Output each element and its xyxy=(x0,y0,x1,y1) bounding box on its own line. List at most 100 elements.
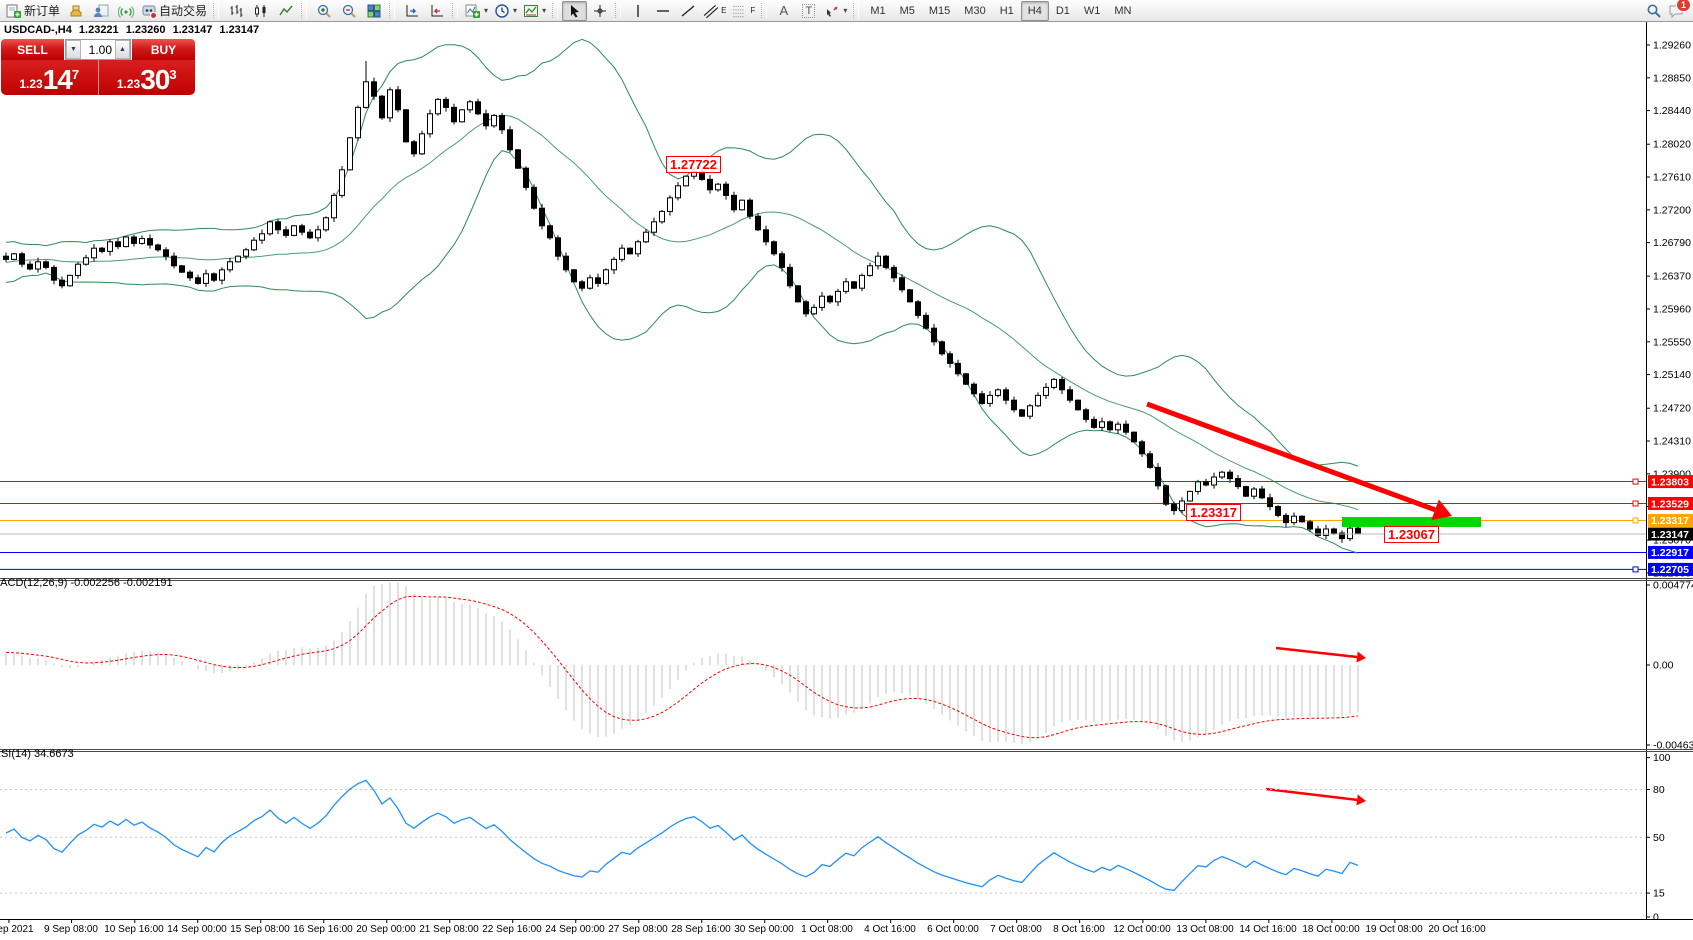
timeframe-button-h4[interactable]: H4 xyxy=(1020,0,1049,21)
autotrading-button[interactable]: 自动交易 xyxy=(138,1,210,21)
buy-price-base: 1.23 xyxy=(116,77,141,91)
timeframe-button-d1[interactable]: D1 xyxy=(1055,4,1070,17)
zoom-out-icon xyxy=(342,4,356,18)
periods-clock-icon xyxy=(495,3,509,18)
svg-text:1.24720: 1.24720 xyxy=(1653,403,1691,415)
timeframe-button-m1[interactable]: M1 xyxy=(870,4,886,17)
svg-text:1.24310: 1.24310 xyxy=(1653,436,1691,448)
price-annotation[interactable]: 1.23067 xyxy=(1384,526,1439,543)
bar-chart-button[interactable] xyxy=(223,1,248,21)
pane-separators[interactable] xyxy=(0,578,1693,920)
toolbar-separator xyxy=(853,3,860,18)
templates-button[interactable]: ▾ xyxy=(520,1,549,21)
time-label: 18 Oct 00:00 xyxy=(1302,920,1360,935)
time-label: 24 Sep 00:00 xyxy=(545,920,605,935)
time-label: 1 Oct 08:00 xyxy=(801,920,853,935)
text-label-tool-button[interactable]: T xyxy=(796,1,821,21)
vertical-line-icon xyxy=(636,4,639,17)
time-label: 9 Sep 08:00 xyxy=(44,920,98,935)
svg-text:0.004774: 0.004774 xyxy=(1653,580,1693,592)
svg-text:1.22705: 1.22705 xyxy=(1651,564,1689,576)
time-label: 20 Oct 16:00 xyxy=(1428,920,1486,935)
auto-scroll-icon xyxy=(406,4,418,16)
vertical-line-tool-button[interactable] xyxy=(625,1,650,21)
volume-control: ▼ 1.00 ▲ xyxy=(65,39,131,60)
macd-trend-arrow[interactable] xyxy=(1275,646,1366,663)
ohlc-low: 1.23147 xyxy=(172,24,213,36)
time-label: 15 Sep 08:00 xyxy=(230,920,290,935)
support-zone-rect[interactable] xyxy=(1342,517,1481,527)
cursor-tool-button[interactable] xyxy=(562,0,588,21)
zoom-in-button[interactable] xyxy=(311,1,336,21)
time-label: 19 Oct 08:00 xyxy=(1365,920,1423,935)
new-order-button[interactable]: 新订单 xyxy=(3,1,63,21)
volume-increment-button[interactable]: ▲ xyxy=(115,40,130,59)
svg-text:50: 50 xyxy=(1653,832,1665,844)
toolbar-separator xyxy=(301,3,308,18)
timeframe-button-m15[interactable]: M15 xyxy=(928,4,951,17)
channel-tool-button[interactable]: E xyxy=(700,1,729,21)
timeframe-button-w1[interactable]: W1 xyxy=(1083,4,1101,17)
svg-text:100: 100 xyxy=(1653,752,1671,764)
chart-window[interactable]: 1.29260 1.28850 1.28440 1.28020 1.27610 1.272… xyxy=(0,22,1693,920)
tile-windows-button[interactable] xyxy=(361,1,386,21)
periods-button[interactable]: ▾ xyxy=(491,1,520,21)
time-label: 13 Oct 08:00 xyxy=(1176,920,1234,935)
zoom-in-icon xyxy=(317,4,331,18)
price-axis: 1.29260 1.28850 1.28440 1.28020 1.27610 1.272… xyxy=(1646,22,1693,920)
buy-button[interactable]: BUY xyxy=(132,39,195,60)
profile-button[interactable] xyxy=(88,1,113,21)
buy-price-display[interactable]: 1.23 30 3 xyxy=(99,60,196,95)
auto-scroll-button[interactable] xyxy=(399,1,424,21)
timeframe-button-m30[interactable]: M30 xyxy=(964,4,986,17)
volume-input[interactable]: 1.00 xyxy=(88,42,112,57)
candles xyxy=(3,61,1361,543)
candlestick-chart-button[interactable] xyxy=(248,1,273,21)
fibonacci-tool-button[interactable]: F xyxy=(729,1,758,21)
timeframe-button-h1[interactable]: H1 xyxy=(999,4,1014,17)
arrows-tool-button[interactable]: ▾ xyxy=(821,1,850,21)
horizontal-line-tool-button[interactable] xyxy=(650,1,675,21)
timeframe-group: M1 M5 M15 M30 H1 H4 D1 W1 MN xyxy=(863,0,1138,21)
sell-price-display[interactable]: 1.23 14 7 xyxy=(1,60,99,95)
price-annotation[interactable]: 1.27722 xyxy=(666,156,721,173)
indicators-button[interactable]: ▾ xyxy=(462,1,491,21)
time-label: 14 Oct 16:00 xyxy=(1239,920,1297,935)
svg-text:1.25550: 1.25550 xyxy=(1653,336,1691,348)
timeframe-button-mn[interactable]: MN xyxy=(1114,4,1132,17)
zoom-out-button[interactable] xyxy=(336,1,361,21)
macd-histogram xyxy=(5,582,1359,744)
horizontal-level-lines[interactable] xyxy=(0,478,1646,573)
svg-text:1.23529: 1.23529 xyxy=(1651,498,1689,510)
rsi-level-lines xyxy=(0,788,1646,894)
toolbar-separator xyxy=(213,3,220,18)
volume-decrement-button[interactable]: ▼ xyxy=(66,40,81,59)
chat-button[interactable]: 1 xyxy=(1668,0,1691,19)
price-annotation[interactable]: 1.23317 xyxy=(1186,504,1241,521)
signal-button[interactable] xyxy=(113,1,138,21)
line-chart-button[interactable] xyxy=(273,1,298,21)
sell-button[interactable]: SELL xyxy=(1,39,64,60)
timeframe-button-m5[interactable]: M5 xyxy=(899,4,915,17)
trendline-tool-button[interactable] xyxy=(675,1,700,21)
fibonacci-icon xyxy=(733,5,745,17)
crosshair-tool-button[interactable] xyxy=(587,1,612,21)
channel-sub-label: E xyxy=(721,6,727,15)
search-icon[interactable] xyxy=(1646,3,1662,19)
cursor-icon xyxy=(570,4,579,17)
svg-text:0: 0 xyxy=(1653,912,1659,921)
time-label: 12 Oct 00:00 xyxy=(1113,920,1171,935)
price-chart-canvas[interactable]: 1.29260 1.28850 1.28440 1.28020 1.27610 1.272… xyxy=(0,22,1693,920)
chart-shift-button[interactable] xyxy=(424,1,449,21)
main-toolbar: 新订单 xyxy=(0,0,1693,22)
svg-text:15: 15 xyxy=(1653,888,1665,900)
market-watch-button[interactable] xyxy=(63,1,88,21)
trendline-arrow[interactable] xyxy=(1146,401,1452,521)
svg-text:1.27610: 1.27610 xyxy=(1653,172,1691,184)
rsi-trend-arrow[interactable] xyxy=(1265,787,1366,806)
text-tool-button[interactable]: A xyxy=(771,1,796,21)
toolbar-separator xyxy=(615,3,622,18)
dropdown-caret-icon: ▾ xyxy=(513,6,518,15)
